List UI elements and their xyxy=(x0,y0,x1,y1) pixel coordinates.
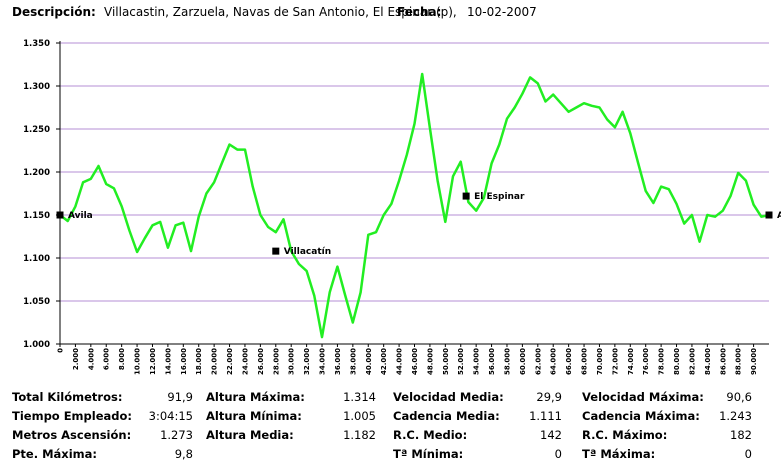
x-tick-label: 82.000 xyxy=(688,348,696,375)
x-tick-label: 20.000 xyxy=(211,348,219,375)
y-tick-label: 1.150 xyxy=(23,211,50,221)
waypoint-label: Villacatín xyxy=(284,247,331,257)
x-tick-label: 12.000 xyxy=(149,348,157,375)
waypoint-label: El Espinar xyxy=(474,192,525,202)
fecha-value: 10-02-2007 xyxy=(467,5,537,19)
x-tick-label: 52.000 xyxy=(457,348,465,375)
x-tick-label: 86.000 xyxy=(719,348,727,375)
stat-value: 91,9 xyxy=(167,390,193,404)
y-tick-label: 1.350 xyxy=(23,39,50,49)
x-tick-label: 10.000 xyxy=(134,348,142,375)
x-tick-label: 64.000 xyxy=(550,348,558,375)
x-tick-label: 6.000 xyxy=(103,348,111,370)
elevation-chart: 1.000 1.050 1.100 1.150 1.200 1.250 1.300 1.350… xyxy=(23,39,781,375)
stat-label: Cadencia Media: xyxy=(393,409,500,423)
stat-label: Altura Media: xyxy=(206,428,294,442)
stat-label: Tiempo Empleado: xyxy=(12,409,133,423)
stat-label: Altura Mínima: xyxy=(206,409,302,423)
waypoint-label: Avila xyxy=(68,211,93,221)
x-tick-label: 76.000 xyxy=(642,348,650,375)
y-tick-label: 1.100 xyxy=(23,254,50,264)
x-tick-label: 68.000 xyxy=(581,348,589,375)
x-tick-label: 8.000 xyxy=(118,348,126,370)
descripcion-label: Descripción: xyxy=(12,5,96,19)
stat-label: R.C. Máximo: xyxy=(582,428,668,442)
x-tick-label: 44.000 xyxy=(396,348,404,375)
stat-label: Total Kilómetros: xyxy=(12,390,123,404)
stat-value: 9,8 xyxy=(174,447,193,461)
x-tick-label: 66.000 xyxy=(565,348,573,375)
stat-value: 90,6 xyxy=(726,390,752,404)
y-tick-label: 1.250 xyxy=(23,125,50,135)
x-tick-label: 80.000 xyxy=(673,348,681,375)
stat-value: 1.111 xyxy=(529,409,562,423)
stat-value: 0 xyxy=(554,447,562,461)
x-tick-label: 38.000 xyxy=(349,348,357,375)
x-tick-label: 30.000 xyxy=(288,348,296,375)
y-tick-label: 1.200 xyxy=(23,168,50,178)
x-tick-label: 62.000 xyxy=(534,348,542,375)
x-tick-label: 14.000 xyxy=(164,348,172,375)
x-tick-label: 58.000 xyxy=(503,348,511,375)
waypoint-label: Avila xyxy=(777,211,781,221)
waypoint-marker xyxy=(56,211,64,219)
x-tick-label: 74.000 xyxy=(627,348,635,375)
stat-value: 3:04:15 xyxy=(148,409,193,423)
x-tick-label: 16.000 xyxy=(180,348,188,375)
x-tick-label: 54.000 xyxy=(473,348,481,375)
stat-value: 142 xyxy=(540,428,562,442)
x-tick-label: 28.000 xyxy=(272,348,280,375)
stat-label: Cadencia Máxima: xyxy=(582,409,700,423)
x-tick-label: 42.000 xyxy=(380,348,388,375)
stat-label: Tª Mínima: xyxy=(393,447,464,461)
stat-label: Pte. Máxima: xyxy=(12,447,98,461)
y-tick-label: 1.000 xyxy=(23,340,50,350)
x-tick-label: 34.000 xyxy=(319,348,327,375)
stat-label: R.C. Medio: xyxy=(393,428,468,442)
stat-value: 182 xyxy=(730,428,752,442)
descripcion-value: Villacastin, Zarzuela, Navas de San Anto… xyxy=(104,5,457,19)
x-tick-label: 26.000 xyxy=(257,348,265,375)
waypoint-marker xyxy=(462,192,470,200)
x-tick-label: 18.000 xyxy=(195,348,203,375)
y-tick-label: 1.050 xyxy=(23,297,50,307)
stat-value: 1.005 xyxy=(343,409,376,423)
waypoint-marker xyxy=(272,247,280,255)
x-tick-label: 24.000 xyxy=(241,348,249,375)
elevation-line xyxy=(59,72,770,339)
stat-value: 0 xyxy=(744,447,752,461)
stat-label: Metros Ascensión: xyxy=(12,428,132,442)
x-tick-label: 48.000 xyxy=(426,348,434,375)
x-tick-label: 90.000 xyxy=(750,348,758,375)
x-tick-label: 50.000 xyxy=(442,348,450,375)
x-tick-label: 2.000 xyxy=(72,348,80,370)
fecha-label: Fecha: xyxy=(397,5,442,19)
stat-value: 1.273 xyxy=(160,428,193,442)
x-tick-label: 60.000 xyxy=(519,348,527,375)
stat-value: 29,9 xyxy=(536,390,562,404)
x-tick-label: 70.000 xyxy=(596,348,604,375)
stat-label: Tª Máxima: xyxy=(582,447,656,461)
x-tick-label: 84.000 xyxy=(704,348,712,375)
x-tick-label: 88.000 xyxy=(735,348,743,375)
stat-value: 1.314 xyxy=(343,390,376,404)
x-tick-label: 36.000 xyxy=(334,348,342,375)
stat-label: Altura Máxima: xyxy=(206,390,305,404)
stat-value: 1.243 xyxy=(719,409,752,423)
x-tick-label: 72.000 xyxy=(611,348,619,375)
x-tick-label: 78.000 xyxy=(658,348,666,375)
y-tick-label: 1.300 xyxy=(23,82,50,92)
stat-label: Velocidad Máxima: xyxy=(582,390,704,404)
x-tick-label: 46.000 xyxy=(411,348,419,375)
x-tick-label: 40.000 xyxy=(365,348,373,375)
x-tick-label: 56.000 xyxy=(488,348,496,375)
x-tick-label: 22.000 xyxy=(226,348,234,375)
x-tick-label: 32.000 xyxy=(303,348,311,375)
stat-value: 1.182 xyxy=(343,428,376,442)
x-tick-label: 4.000 xyxy=(87,348,95,370)
waypoint-marker xyxy=(765,211,773,219)
x-tick-label: 0 xyxy=(57,348,65,353)
stat-label: Velocidad Media: xyxy=(393,390,504,404)
